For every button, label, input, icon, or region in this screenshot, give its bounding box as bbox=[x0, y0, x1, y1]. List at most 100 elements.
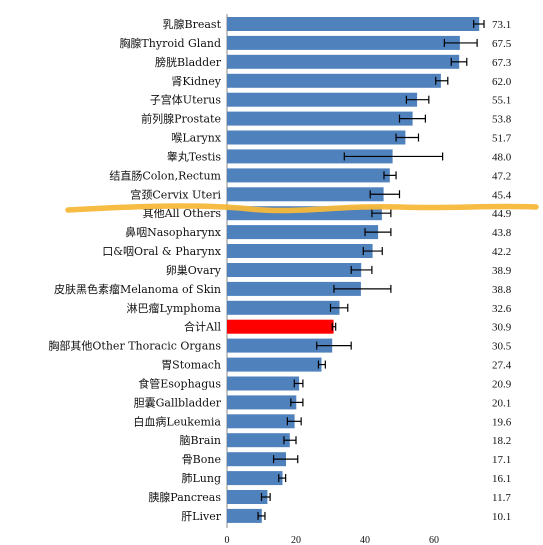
category-label: 骨Bone bbox=[182, 453, 221, 466]
error-bar bbox=[371, 209, 392, 218]
error-bar bbox=[293, 379, 304, 388]
value-label: 67.3 bbox=[492, 57, 512, 69]
bar bbox=[227, 168, 390, 183]
value-label: 43.8 bbox=[492, 227, 512, 239]
category-label: 胸腺Thyroid Gland bbox=[119, 36, 221, 50]
category-label: 子宫体Uterus bbox=[150, 93, 222, 107]
error-bar bbox=[343, 152, 444, 161]
error-bar bbox=[333, 284, 392, 293]
category-label: 脑Brain bbox=[179, 434, 221, 447]
x-tick-label: 0 bbox=[225, 535, 230, 545]
value-label: 45.4 bbox=[492, 189, 512, 201]
bar bbox=[227, 35, 460, 50]
error-bar bbox=[395, 133, 420, 142]
bar bbox=[227, 357, 322, 372]
error-bar bbox=[435, 76, 449, 85]
value-label: 38.8 bbox=[492, 284, 512, 296]
error-bar bbox=[443, 38, 478, 47]
error-bar bbox=[369, 190, 401, 199]
value-label: 42.2 bbox=[492, 246, 511, 258]
error-bar bbox=[260, 493, 271, 501]
category-label: 食管Esophagus bbox=[138, 376, 221, 390]
error-bar bbox=[283, 436, 297, 445]
category-label: 鼻咽Nasopharynx bbox=[125, 225, 222, 239]
category-label: 白血病Leukemia bbox=[133, 414, 221, 428]
value-label: 51.7 bbox=[492, 133, 512, 145]
error-bar bbox=[290, 398, 304, 407]
category-label: 胰腺Pancreas bbox=[148, 490, 221, 504]
error-bar bbox=[398, 114, 426, 123]
value-label: 19.6 bbox=[492, 416, 512, 428]
value-label: 48.0 bbox=[492, 151, 512, 163]
bar bbox=[227, 263, 362, 277]
value-label: 20.9 bbox=[492, 378, 512, 390]
category-label: 肺Lung bbox=[181, 472, 221, 485]
category-label: 胆囊Gallbladder bbox=[134, 395, 222, 409]
value-label: 30.9 bbox=[492, 322, 512, 334]
highlight-annotation-line bbox=[65, 203, 539, 214]
error-bar bbox=[257, 511, 266, 520]
value-label: 47.2 bbox=[492, 170, 511, 182]
value-label: 16.1 bbox=[492, 473, 511, 485]
category-label: 前列腺Prostate bbox=[141, 112, 221, 126]
error-bar bbox=[316, 341, 352, 350]
bar bbox=[227, 17, 480, 31]
error-bar bbox=[362, 247, 383, 256]
category-label: 乳腺Breast bbox=[163, 17, 222, 31]
error-bar bbox=[286, 417, 302, 426]
category-label: 胸部其他Other Thoracic Organs bbox=[48, 339, 221, 353]
value-label: 53.8 bbox=[492, 114, 512, 126]
category-label: 淋巴瘤Lymphoma bbox=[127, 301, 222, 315]
bar bbox=[227, 338, 333, 353]
category-label: 肾Kidney bbox=[171, 75, 221, 88]
error-bar bbox=[350, 265, 373, 274]
value-label: 55.1 bbox=[492, 95, 511, 107]
error-bar bbox=[473, 20, 485, 28]
x-tick-label: 40 bbox=[360, 535, 370, 545]
category-label: 卵巢Ovary bbox=[166, 264, 222, 277]
value-label: 17.1 bbox=[492, 454, 511, 466]
category-label: 宫颈Cervix Uteri bbox=[130, 187, 221, 201]
value-label: 30.5 bbox=[492, 341, 512, 353]
bar bbox=[227, 244, 373, 258]
error-bar bbox=[329, 303, 349, 312]
error-bar bbox=[364, 228, 392, 237]
bar bbox=[227, 414, 295, 429]
bar bbox=[227, 73, 441, 88]
bar bbox=[227, 225, 379, 240]
bar bbox=[227, 187, 384, 202]
error-bar bbox=[331, 322, 337, 331]
category-label: 睾丸Testis bbox=[167, 149, 222, 163]
error-bar bbox=[405, 95, 430, 104]
plot-area: 乳腺Breast 73.1 胸腺Thyroid Gland 67.5 膀胱Bladder… bbox=[48, 14, 539, 545]
category-label: 胃Stomach bbox=[161, 359, 221, 372]
value-label: 62.0 bbox=[492, 76, 512, 88]
value-label: 27.4 bbox=[492, 360, 512, 372]
value-label: 38.9 bbox=[492, 265, 512, 277]
error-bar bbox=[278, 474, 287, 483]
value-label: 11.7 bbox=[492, 492, 511, 504]
bar bbox=[227, 149, 393, 164]
bar bbox=[227, 376, 300, 391]
category-label: 皮肤黑色素瘤Melanoma of Skin bbox=[54, 282, 221, 296]
bar bbox=[227, 300, 340, 315]
value-label: 32.6 bbox=[492, 303, 512, 315]
bar bbox=[227, 319, 334, 334]
value-label: 18.2 bbox=[492, 435, 511, 447]
bar bbox=[227, 281, 361, 296]
category-label: 膀胱Bladder bbox=[155, 55, 222, 69]
category-label: 肝Liver bbox=[181, 510, 222, 523]
bar bbox=[227, 452, 286, 467]
bar bbox=[227, 92, 418, 107]
value-label: 73.1 bbox=[492, 19, 511, 31]
x-tick-label: 60 bbox=[429, 535, 439, 545]
category-label: 其他All Others bbox=[143, 207, 222, 220]
bar bbox=[227, 471, 283, 486]
error-bar bbox=[272, 455, 299, 464]
bar bbox=[227, 130, 406, 145]
bar bbox=[227, 433, 290, 448]
bar bbox=[227, 54, 460, 69]
error-bar bbox=[317, 360, 326, 369]
value-label: 10.1 bbox=[492, 511, 511, 523]
